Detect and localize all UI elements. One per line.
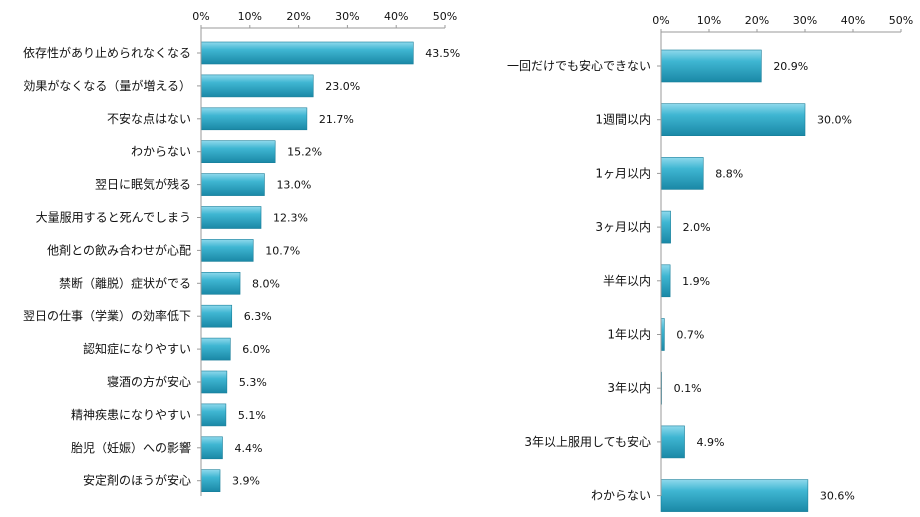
- left-value-label: 6.0%: [242, 343, 270, 356]
- right-value-label: 2.0%: [683, 221, 711, 234]
- right-category-label: 1ヶ月以内: [595, 166, 651, 180]
- left-value-label: 8.0%: [252, 277, 280, 290]
- left-bar: [200, 469, 221, 493]
- left-category-label: 認知症になりやすい: [83, 341, 191, 356]
- left-bar: [200, 140, 276, 163]
- right-value-label: 8.8%: [715, 167, 743, 180]
- right-category-label: 一回だけでも安心できない: [507, 58, 651, 73]
- left-value-label: 13.0%: [276, 179, 311, 192]
- left-x-tick-label: 50%: [433, 10, 457, 23]
- left-bar: [200, 436, 223, 460]
- right-x-tick-label: 0%: [652, 14, 669, 27]
- left-category-label: 大量服用すると死んでしまう: [36, 211, 191, 225]
- left-bar: [200, 337, 231, 361]
- right-x-tick-label: 50%: [889, 14, 913, 27]
- left-category-label: 胎児（妊娠）への影響: [71, 440, 191, 455]
- left-value-label: 4.4%: [234, 442, 262, 455]
- right-bar: [660, 210, 671, 244]
- right-bar: [660, 264, 671, 298]
- right-category-label: 半年以内: [603, 274, 651, 288]
- right-category-label: 3年以上服用しても安心: [524, 434, 651, 449]
- left-bar: [200, 271, 241, 295]
- right-value-label: 20.9%: [773, 60, 808, 73]
- left-category-label: 不安な点はない: [107, 111, 191, 126]
- right-category-label: わからない: [591, 489, 651, 503]
- right-x-tick-label: 20%: [745, 14, 769, 27]
- left-bar: [200, 206, 262, 229]
- left-x-tick-label: 10%: [238, 10, 262, 23]
- right-category-label: 3ヶ月以内: [595, 220, 651, 234]
- left-category-label: わからない: [131, 145, 191, 159]
- right-value-label: 30.6%: [820, 490, 855, 503]
- left-bar: [200, 304, 233, 328]
- left-bar: [200, 107, 308, 131]
- left-chart: 0% 10% 20% 30% 40% 50% 依存性があり止められなくなる 43.5% 効果がな…: [23, 10, 460, 496]
- left-category-label: 安定剤のほうが安心: [83, 473, 191, 488]
- left-bar: [200, 41, 414, 65]
- right-value-label: 4.9%: [697, 436, 725, 449]
- left-value-label: 12.3%: [273, 212, 308, 225]
- left-bar: [200, 370, 228, 394]
- right-value-label: 0.7%: [676, 329, 704, 342]
- left-value-label: 23.0%: [325, 80, 360, 93]
- left-category-label: 精神疾患になりやすい: [71, 407, 191, 422]
- left-value-label: 5.3%: [239, 376, 267, 389]
- right-bar: [660, 157, 704, 190]
- left-value-label: 21.7%: [319, 113, 354, 126]
- right-x-tick-label: 10%: [697, 14, 721, 27]
- left-value-label: 15.2%: [287, 146, 322, 159]
- right-bar: [660, 479, 809, 512]
- right-value-label: 30.0%: [817, 114, 852, 127]
- left-category-label: 他剤との飲み合わせが心配: [47, 242, 191, 257]
- right-x-tick-label: 30%: [793, 14, 817, 27]
- left-value-label: 3.9%: [232, 475, 260, 488]
- left-category-label: 禁断（離脱）症状がでる: [59, 275, 191, 290]
- left-category-label: 翌日に眠気が残る: [95, 177, 191, 192]
- left-category-label: 翌日の仕事（学業）の効率低下: [23, 308, 191, 323]
- right-category-label: 3年以内: [607, 381, 651, 395]
- left-bar: [200, 74, 314, 98]
- right-bar: [660, 49, 762, 83]
- right-bar: [660, 425, 685, 459]
- left-bar: [200, 173, 265, 196]
- right-x-tick-label: 40%: [841, 14, 865, 27]
- left-category-label: 寝酒の方が安心: [107, 374, 191, 389]
- left-value-label: 10.7%: [265, 244, 300, 257]
- left-x-tick-label: 0%: [192, 10, 209, 23]
- right-value-label: 0.1%: [674, 382, 702, 395]
- right-value-label: 1.9%: [682, 275, 710, 288]
- right-bar: [660, 318, 665, 351]
- left-x-tick-label: 20%: [286, 10, 310, 23]
- left-category-label: 依存性があり止められなくなる: [23, 45, 191, 60]
- left-category-label: 効果がなくなる（量が増える）: [23, 78, 191, 93]
- left-bar: [200, 239, 254, 262]
- right-category-label: 1週間以内: [595, 113, 651, 127]
- right-bar: [660, 103, 806, 136]
- left-x-tick-label: 40%: [384, 10, 408, 23]
- right-category-label: 1年以内: [607, 328, 651, 342]
- right-chart: 0% 10% 20% 30% 40% 50% 一回だけでも安心できない 20.9% 1週間以内 3…: [507, 14, 913, 512]
- left-value-label: 6.3%: [244, 310, 272, 323]
- left-value-label: 43.5%: [425, 47, 460, 60]
- left-x-tick-label: 30%: [335, 10, 359, 23]
- left-bar: [200, 403, 227, 427]
- left-value-label: 5.1%: [238, 409, 266, 422]
